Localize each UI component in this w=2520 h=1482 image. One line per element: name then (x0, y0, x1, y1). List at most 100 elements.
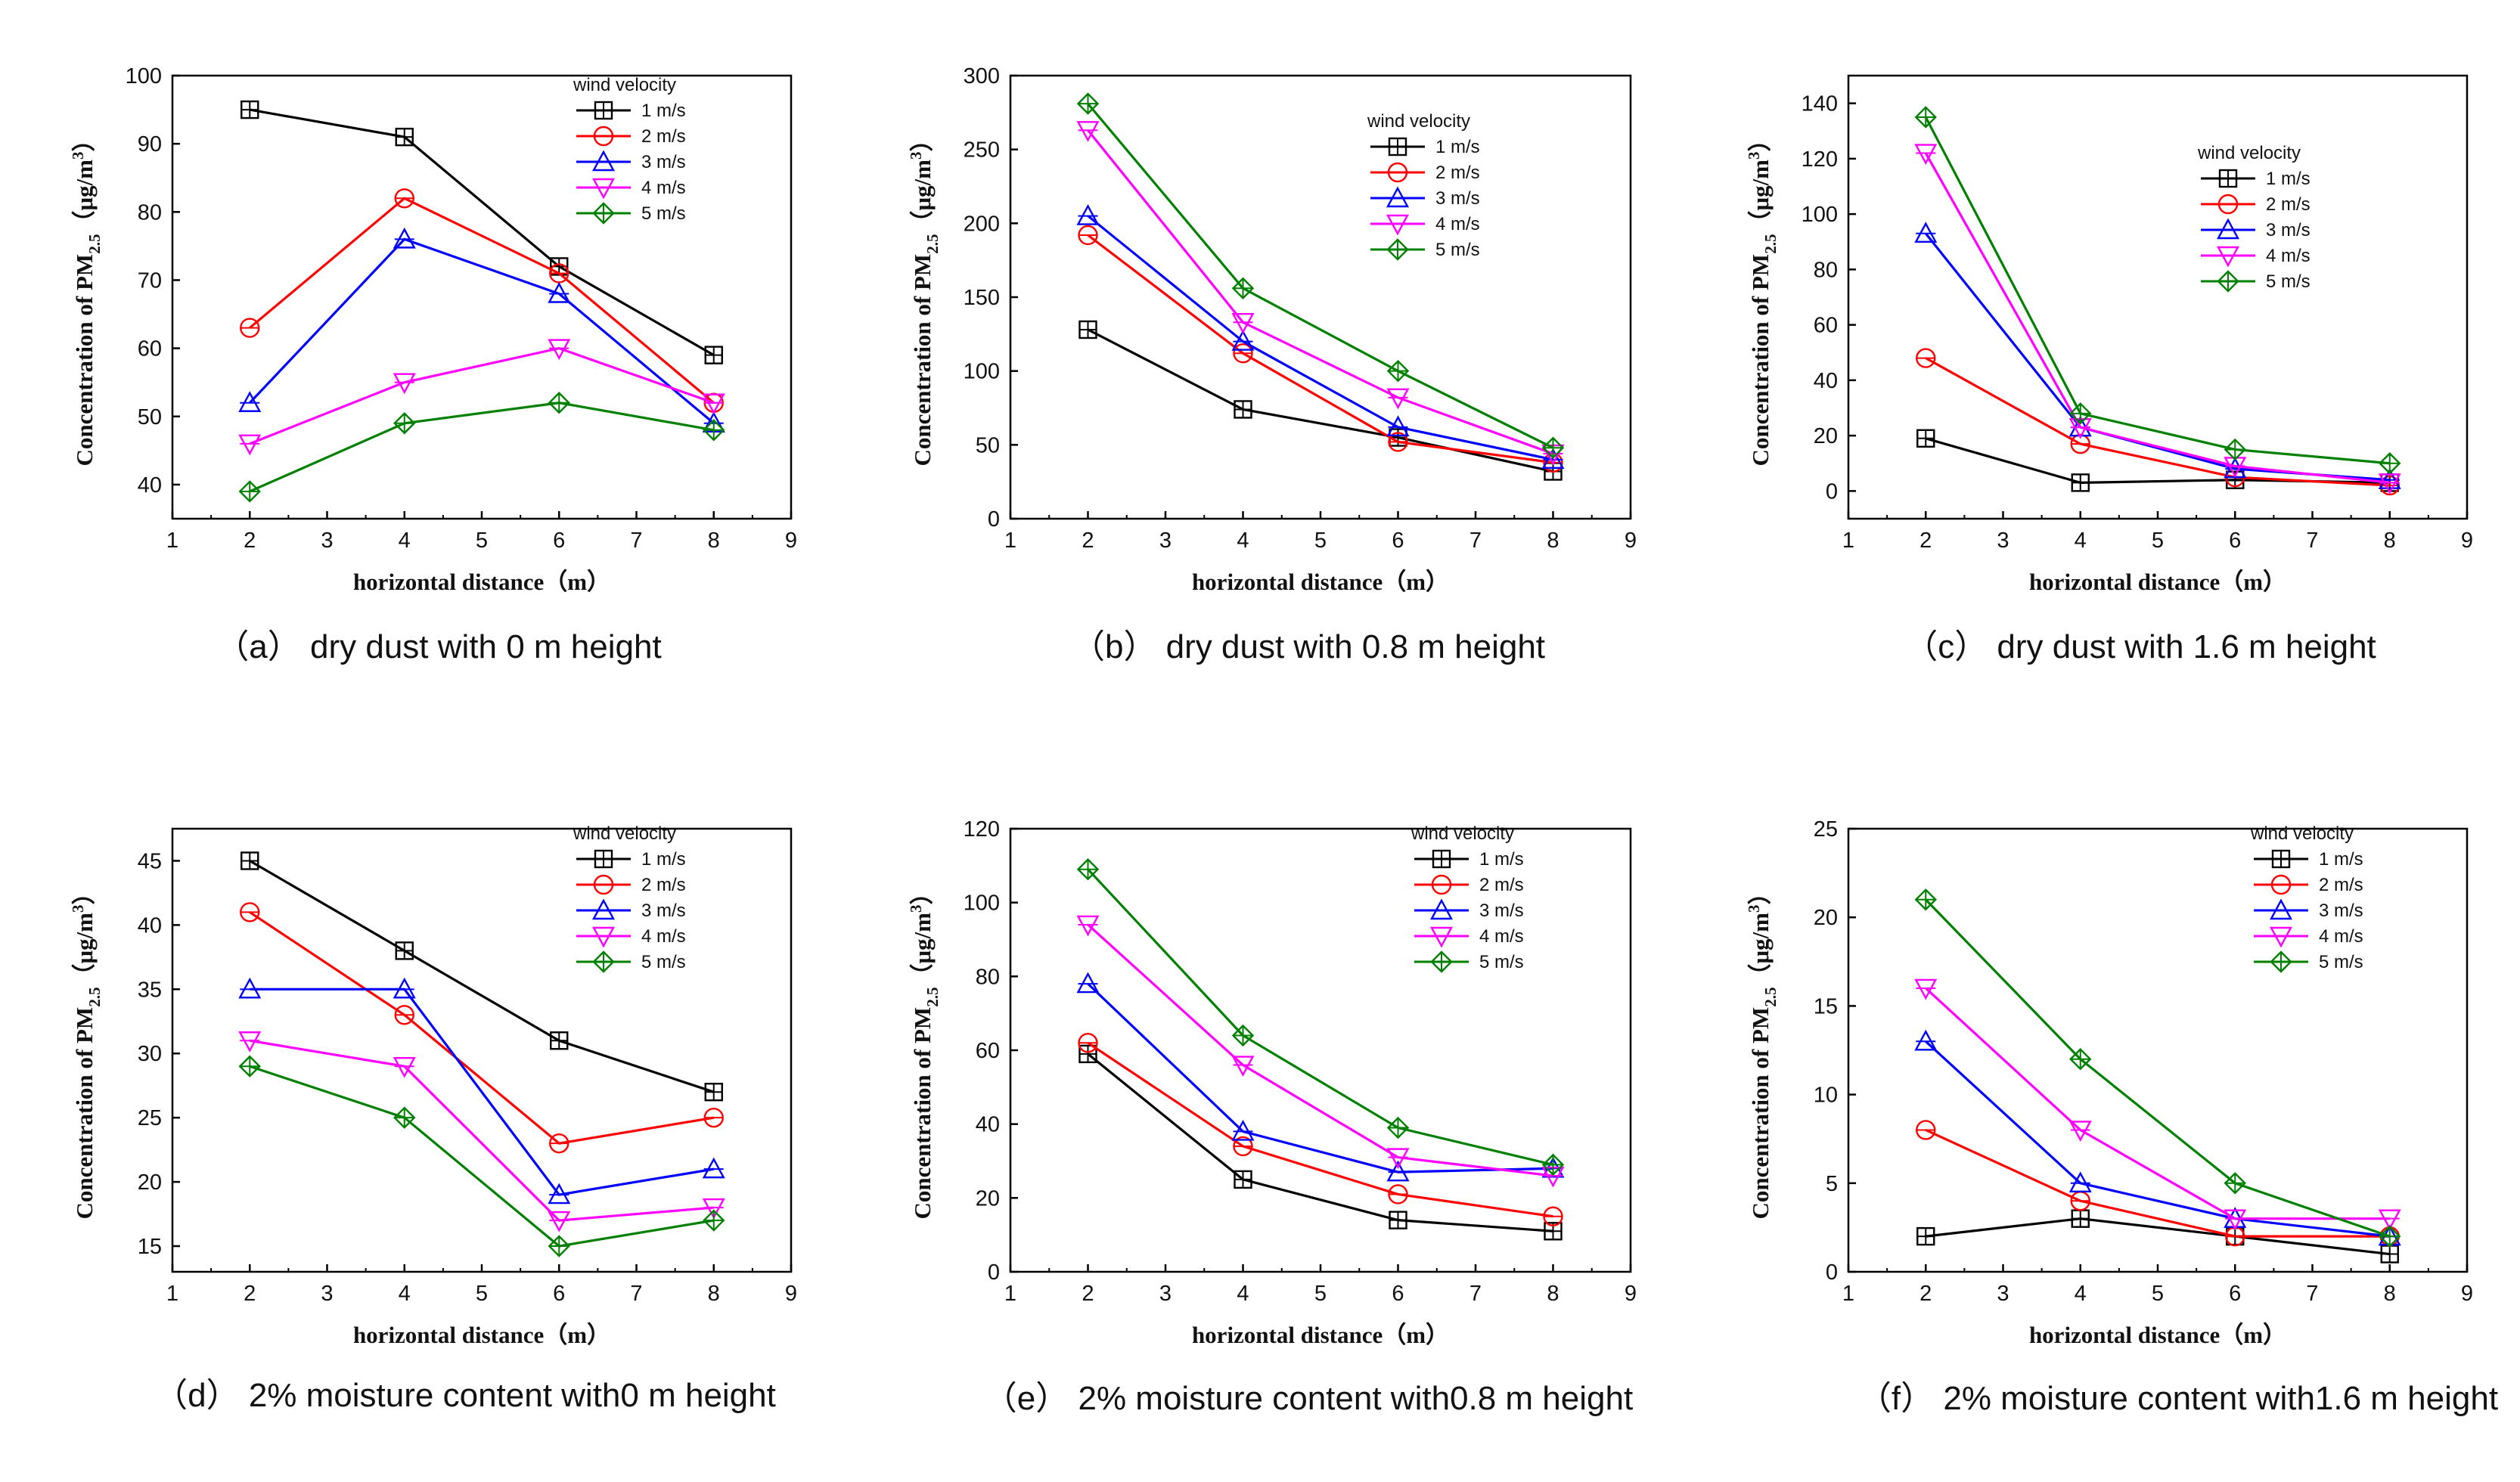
legend-marker (2218, 169, 2238, 188)
x-tick-label: 6 (1392, 529, 1404, 553)
data-point-3ms (1541, 448, 1565, 470)
x-tick-label: 5 (1314, 1282, 1327, 1306)
data-point-1ms (1234, 1170, 1252, 1189)
data-point-1ms (1078, 1044, 1097, 1064)
y-tick-label: 0 (988, 507, 1000, 532)
y-axis-label-sup: 3 (1745, 152, 1763, 160)
panel-caption: （d） 2% moisture content with0 m height (154, 1377, 776, 1414)
data-point-5ms (1386, 359, 1410, 383)
legend-item: 4 m/s (2254, 926, 2363, 948)
y-tick-label: 20 (1814, 424, 1838, 448)
legend-marker (2271, 849, 2291, 869)
data-point-2ms (1916, 348, 1936, 368)
legend-marker (2269, 926, 2293, 948)
x-tick-label: 4 (2075, 1282, 2087, 1306)
legend-label: 2 m/s (641, 875, 686, 895)
y-tick-label: 25 (1814, 817, 1838, 842)
y-tick-label: 140 (1802, 92, 1838, 116)
series-line-5ms (249, 402, 715, 493)
y-tick-label: 45 (138, 849, 162, 873)
y-axis-label: Concentration of PM2.5（μg/m3） (1745, 129, 1780, 467)
legend-item: 1 m/s (576, 101, 686, 121)
data-point-5ms (548, 392, 570, 414)
series-line-3ms (249, 237, 715, 425)
series-line-5ms (1087, 103, 1554, 449)
data-point-3ms (1076, 204, 1100, 225)
data-point-4ms (1386, 388, 1410, 410)
y-axis-label-sub: 2.5 (1761, 987, 1780, 1007)
x-tick-label: 1 (1842, 1282, 1854, 1306)
y-axis-label-sub: 2.5 (85, 234, 104, 254)
data-point-1ms (2071, 1209, 2090, 1228)
data-point-3ms (1076, 972, 1100, 994)
legend-label: 4 m/s (641, 178, 686, 198)
data-point-5ms (2069, 402, 2092, 425)
series-line-2ms (1087, 234, 1553, 464)
plot-frame (1847, 827, 2469, 1273)
data-point-4ms (393, 373, 416, 395)
panel-caption: （a） dry dust with 0 m height (216, 628, 661, 665)
data-point-1ms (395, 127, 414, 147)
data-point-4ms (2378, 1209, 2401, 1231)
legend-marker (1386, 214, 1410, 236)
legend-marker (1386, 186, 1410, 208)
x-tick-label: 7 (630, 1282, 642, 1306)
data-point-4ms (702, 1198, 725, 1220)
legend-marker (1431, 874, 1452, 895)
chart-panel-a: 1 2 3 4 5 6 7 8 9 40 50 60 70 80 90 100 horizontal dista… (69, 64, 797, 665)
data-point-5ms (1231, 1024, 1255, 1047)
series-line-3ms (1925, 1040, 2390, 1238)
data-point-3ms (1231, 330, 1255, 351)
y-axis-label-unit: （μg/m (909, 913, 936, 987)
y-axis-label-close: ） (909, 129, 936, 152)
legend-marker (2216, 246, 2240, 268)
legend-marker (2217, 270, 2239, 293)
legend-item: 1 m/s (1370, 137, 1480, 157)
y-axis-label-sup: 3 (907, 152, 925, 160)
legend-label: 1 m/s (1479, 849, 1524, 870)
chart-panel-c: 1 2 3 4 5 6 7 8 9 0 20 40 60 80 100 120 140 horizontal di… (1745, 74, 2473, 665)
series-line-2ms (249, 911, 715, 1145)
series-line-4ms (1924, 152, 2390, 484)
y-axis-label-main: Concentration of PM (71, 1007, 98, 1220)
data-point-1ms (1389, 1211, 1407, 1229)
series-line-4ms (1087, 923, 1553, 1177)
x-tick-label: 5 (1314, 529, 1327, 553)
legend-label: 5 m/s (2266, 271, 2311, 292)
legend-marker (594, 101, 613, 120)
series-line-4ms (1087, 129, 1554, 455)
series-line-2ms (249, 197, 715, 404)
x-axis-label: horizontal distance（m） (2029, 1322, 2286, 1348)
y-tick-label: 250 (964, 138, 1000, 163)
series-line-4ms (249, 346, 715, 445)
x-tick-label: 4 (399, 529, 411, 553)
data-point-3ms (1386, 1160, 1410, 1182)
y-tick-label: 0 (988, 1260, 1000, 1285)
plot-frame (171, 74, 793, 520)
data-point-5ms (2224, 1172, 2246, 1195)
data-point-1ms (704, 1083, 723, 1102)
legend-marker (594, 849, 613, 869)
legend-marker (593, 874, 614, 895)
plot-frame (1847, 74, 2469, 520)
x-tick-label: 9 (1625, 1282, 1637, 1306)
data-point-2ms (1078, 225, 1098, 246)
y-axis-label-sub: 2.5 (1761, 234, 1780, 254)
x-tick-label: 9 (2461, 529, 2473, 553)
legend-item: 1 m/s (2254, 849, 2363, 870)
data-point-5ms (1076, 92, 1100, 115)
y-tick-label: 80 (1814, 258, 1838, 282)
legend-marker (1429, 926, 1454, 948)
legend-label: 4 m/s (2319, 926, 2363, 947)
data-point-5ms (1386, 1116, 1410, 1139)
legend-item: 5 m/s (2254, 950, 2363, 973)
data-point-3ms (1914, 222, 1938, 243)
y-tick-label: 35 (138, 978, 162, 1002)
plot-frame (1009, 74, 1632, 520)
data-point-1ms (241, 100, 259, 119)
data-point-1ms (1078, 320, 1097, 339)
y-axis-label-main: Concentration of PM (909, 1007, 936, 1220)
y-tick-label: 150 (964, 286, 1000, 310)
data-point-3ms (238, 391, 262, 412)
